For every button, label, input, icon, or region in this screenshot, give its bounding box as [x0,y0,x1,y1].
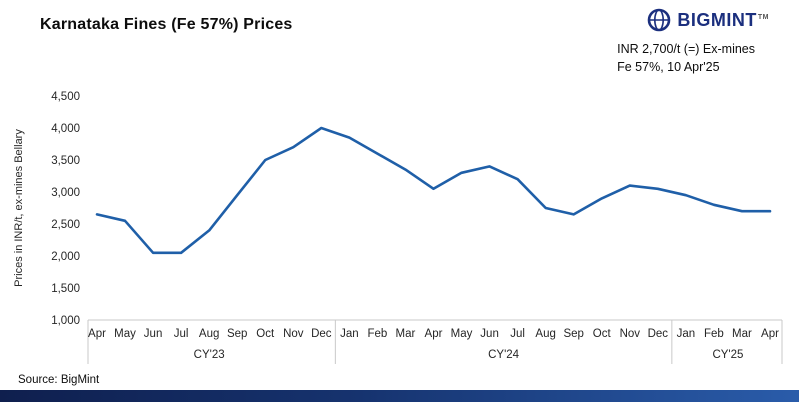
svg-text:2,500: 2,500 [51,219,80,231]
svg-text:Aug: Aug [199,328,219,340]
svg-text:Apr: Apr [425,328,443,340]
svg-text:May: May [451,328,473,340]
svg-text:Nov: Nov [283,328,304,340]
svg-text:Oct: Oct [593,328,612,340]
svg-text:3,000: 3,000 [51,187,80,199]
svg-text:Sep: Sep [227,328,247,340]
logo-text: BIGMINTTM [677,9,769,30]
svg-text:Nov: Nov [620,328,641,340]
svg-text:CY'24: CY'24 [488,349,520,361]
x-axis-month-labels: Apr May Jun Jul Aug Sep Oct Nov Dec Jan Feb Mar Apr M… [88,328,779,340]
price-annotation: INR 2,700/t (=) Ex-mines Fe 57%, 10 Apr'… [617,40,755,76]
chart-svg: 1,000 1,500 2,000 2,500 3,000 3,500 4,000 4,500… [13,91,783,364]
svg-text:Jun: Jun [480,328,499,340]
logo-tm: TM [757,13,769,21]
svg-text:CY'23: CY'23 [194,349,225,361]
svg-text:May: May [114,328,136,340]
svg-text:Feb: Feb [704,328,724,340]
svg-text:Mar: Mar [396,328,416,340]
page-title: Karnataka Fines (Fe 57%) Prices [40,16,293,33]
svg-text:Aug: Aug [535,328,555,340]
svg-text:1,000: 1,000 [51,315,80,327]
svg-text:1,500: 1,500 [51,283,80,295]
y-axis-title: Prices in INR/t, ex-mines Bellary [13,129,25,287]
svg-text:Sep: Sep [563,328,583,340]
svg-text:Apr: Apr [761,328,779,340]
svg-text:Oct: Oct [256,328,275,340]
svg-text:Jul: Jul [510,328,525,340]
source-note: Source: BigMint [18,374,100,386]
svg-text:Dec: Dec [311,328,332,340]
svg-text:Feb: Feb [368,328,388,340]
y-axis-tick-labels: 1,000 1,500 2,000 2,500 3,000 3,500 4,000 4,500 [51,91,80,327]
svg-text:Jan: Jan [340,328,359,340]
bigmint-globe-icon [648,8,671,32]
svg-text:2,000: 2,000 [51,251,80,263]
svg-text:4,500: 4,500 [51,91,80,103]
svg-text:Dec: Dec [648,328,669,340]
bottom-brand-bar [0,390,799,402]
svg-text:Apr: Apr [88,328,106,340]
svg-text:4,000: 4,000 [51,123,80,135]
x-axis-year-labels: CY'23 CY'24 CY'25 [194,349,744,361]
svg-text:Jan: Jan [677,328,696,340]
annotation-line1: INR 2,700/t (=) Ex-mines [617,42,755,56]
svg-text:Jun: Jun [144,328,163,340]
svg-text:Mar: Mar [732,328,752,340]
price-line-chart: 1,000 1,500 2,000 2,500 3,000 3,500 4,000 4,500… [0,78,799,370]
year-group-separators [87,320,783,364]
svg-text:Jul: Jul [174,328,189,340]
svg-text:3,500: 3,500 [51,155,80,167]
bigmint-logo: BIGMINTTM [647,8,769,32]
price-line-series [95,126,772,255]
annotation-line2: Fe 57%, 10 Apr'25 [617,60,720,75]
svg-text:CY'25: CY'25 [712,349,743,361]
